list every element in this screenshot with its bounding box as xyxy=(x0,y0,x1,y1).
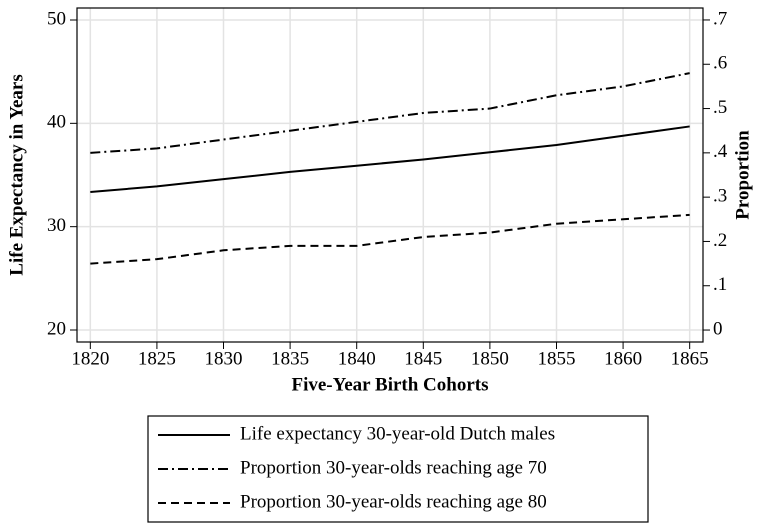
legend-label: Proportion 30-year-olds reaching age 70 xyxy=(240,457,547,478)
y-tick-label: 40 xyxy=(47,112,66,133)
y-axis-title: Life Expectancy in Years xyxy=(6,74,27,275)
y2-tick-label: .2 xyxy=(713,230,727,251)
series-line xyxy=(90,213,690,265)
plot-frame xyxy=(76,7,704,343)
series-line xyxy=(90,125,690,194)
x-tick-label: 1850 xyxy=(471,348,509,369)
x-tick-label: 1865 xyxy=(671,348,709,369)
y2-tick-label: .5 xyxy=(713,97,727,118)
legend-box xyxy=(147,415,649,523)
x-tick-label: 1840 xyxy=(338,348,376,369)
x-tick-label: 1855 xyxy=(537,348,575,369)
y2-tick-label: .3 xyxy=(713,186,727,207)
y2-tick-label: .1 xyxy=(713,274,727,295)
y2-tick-label: .7 xyxy=(713,8,727,29)
x-axis-title: Five-Year Birth Cohorts xyxy=(291,374,488,395)
y2-tick-label: .6 xyxy=(713,53,727,74)
y2-axis-title: Proportion xyxy=(732,130,753,220)
legend-label: Life expectancy 30-year-old Dutch males xyxy=(240,423,555,444)
y-tick-label: 50 xyxy=(47,8,66,29)
plot-area xyxy=(77,8,703,342)
x-tick-label: 1820 xyxy=(71,348,109,369)
series-line xyxy=(90,72,690,154)
x-tick-label: 1830 xyxy=(205,348,243,369)
x-tick-label: 1845 xyxy=(404,348,442,369)
y-tick-label: 20 xyxy=(47,318,66,339)
x-tick-label: 1860 xyxy=(604,348,642,369)
x-tick-label: 1835 xyxy=(271,348,309,369)
y2-tick-label: .4 xyxy=(713,141,728,162)
x-tick-label: 1825 xyxy=(138,348,176,369)
y-tick-label: 30 xyxy=(47,215,66,236)
y2-tick-label: 0 xyxy=(713,318,723,339)
legend-label: Proportion 30-year-olds reaching age 80 xyxy=(240,491,547,512)
